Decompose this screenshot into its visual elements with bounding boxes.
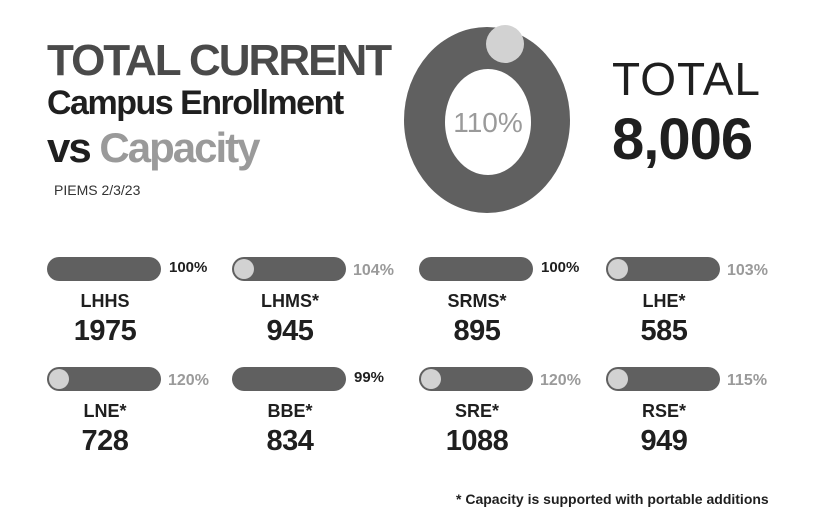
campus-card: 100% SRMS* 895: [419, 257, 609, 357]
overflow-knob: [608, 259, 628, 279]
campus-name: LNE*: [83, 401, 127, 421]
total-label: TOTAL: [612, 53, 761, 105]
title-line-1: TOTAL CURRENT: [47, 36, 392, 85]
campus-card: 120% SRE* 1088: [419, 367, 609, 467]
capacity-percent: 100%: [541, 259, 580, 276]
source-note: PIEMS 2/3/23: [54, 182, 141, 198]
campus-enrollment: 585: [640, 315, 688, 347]
campus-name: LHHS: [80, 291, 130, 311]
campus-name: SRMS*: [447, 291, 507, 311]
capacity-bar: [232, 367, 346, 391]
capacity-percent: 120%: [168, 372, 209, 389]
capacity-percent: 100%: [169, 259, 208, 276]
campus-name: LHE*: [642, 291, 686, 311]
title-vs: vs: [47, 124, 92, 171]
donut-percent-label: 110%: [453, 107, 523, 138]
total-value: 8,006: [612, 107, 753, 172]
campus-name: BBE*: [267, 401, 313, 421]
campus-enrollment: 945: [266, 315, 314, 347]
campus-card: 104% LHMS* 945: [232, 257, 422, 357]
overflow-knob: [234, 259, 254, 279]
campus-name: SRE*: [454, 401, 499, 421]
capacity-bar: [419, 367, 533, 391]
campus-enrollment: 1088: [445, 425, 509, 457]
campus-card: 100% LHHS 1975: [47, 257, 237, 357]
campus-enrollment: 949: [640, 425, 688, 457]
capacity-bar: [606, 367, 720, 391]
title-capacity: Capacity: [99, 124, 260, 171]
campus-enrollment: 895: [453, 315, 501, 347]
overflow-knob: [49, 369, 69, 389]
campus-enrollment: 1975: [73, 315, 137, 347]
campus-enrollment: 834: [266, 425, 314, 457]
campus-card: 120% LNE* 728: [47, 367, 237, 467]
capacity-bar: [419, 257, 533, 281]
capacity-percent: 99%: [354, 369, 385, 386]
title-line-2: Campus Enrollment: [47, 84, 344, 122]
capacity-bar: [47, 367, 161, 391]
capacity-percent: 104%: [353, 262, 394, 279]
capacity-percent: 115%: [727, 372, 768, 389]
overflow-knob: [421, 369, 441, 389]
campus-card: 103% LHE* 585: [606, 257, 796, 357]
capacity-bar: [232, 257, 346, 281]
overflow-knob: [608, 369, 628, 389]
capacity-bar: [47, 257, 161, 281]
campus-enrollment: 728: [81, 425, 129, 457]
donut-hole: [445, 69, 531, 175]
capacity-percent: 103%: [727, 262, 768, 279]
capacity-percent: 120%: [540, 372, 581, 389]
campus-card: 99% BBE* 834: [232, 367, 422, 467]
overall-donut-chart: 110%: [404, 25, 570, 213]
footnote: * Capacity is supported with portable ad…: [456, 491, 769, 507]
campus-name: LHMS*: [261, 291, 319, 311]
title-line-3: vs Capacity: [47, 124, 260, 172]
capacity-bar: [606, 257, 720, 281]
campus-name: RSE*: [641, 401, 686, 421]
donut-overflow-knob: [486, 25, 524, 63]
campus-card: 115% RSE* 949: [606, 367, 796, 467]
